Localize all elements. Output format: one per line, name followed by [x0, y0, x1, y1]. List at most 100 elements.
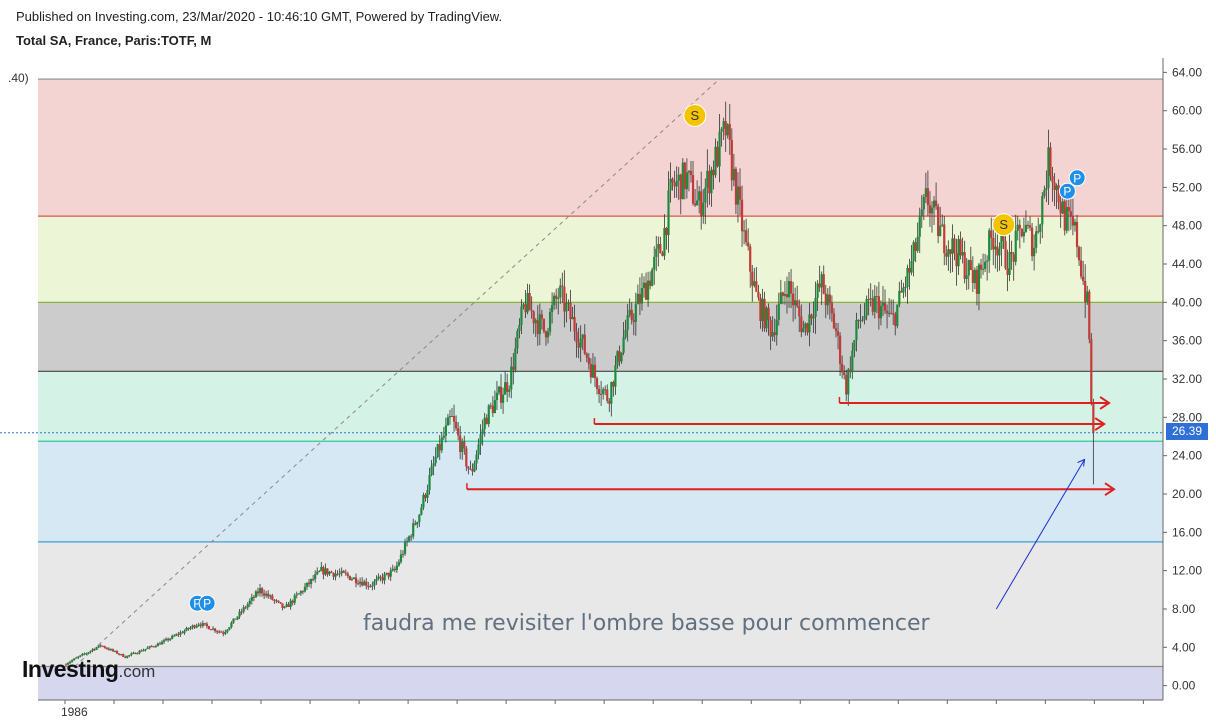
candle-body: [201, 623, 204, 627]
candle-body: [164, 638, 168, 641]
fib-zone: [38, 216, 1163, 303]
candle-body: [71, 660, 74, 662]
candle-body: [408, 536, 411, 541]
candle-body: [638, 293, 642, 304]
candle-body: [209, 629, 213, 631]
candle-body: [965, 275, 968, 279]
candle-body: [663, 227, 666, 256]
candle-body: [273, 599, 276, 601]
price-tick-label: 32.00: [1172, 372, 1202, 386]
candle-body: [589, 363, 593, 378]
candle-body: [720, 128, 723, 132]
candle-body: [183, 630, 186, 634]
candle-body: [126, 655, 129, 658]
candle-body: [471, 469, 474, 472]
candle-body: [91, 649, 94, 651]
candle-body: [738, 186, 742, 200]
candle-body: [275, 600, 278, 602]
logo-brand: Investing: [22, 656, 119, 682]
candle-body: [248, 600, 251, 605]
candle-body: [926, 188, 930, 206]
candle-body: [824, 293, 827, 306]
candle-body: [220, 631, 223, 633]
candle-body: [361, 581, 364, 586]
candle-body: [646, 280, 650, 300]
candle-body: [73, 658, 76, 661]
split-marker-icon: [198, 594, 216, 612]
candle-body: [892, 313, 895, 315]
candle-body: [528, 293, 531, 311]
candle-body: [211, 628, 215, 630]
price-tick-label: 28.00: [1172, 410, 1202, 424]
candle-body: [614, 365, 617, 387]
candle-body: [677, 174, 680, 181]
candle-body: [109, 649, 113, 651]
candle-body: [834, 328, 838, 332]
candle-body: [450, 416, 454, 418]
candle-body: [673, 182, 676, 187]
candle-body: [1088, 291, 1091, 340]
candle-body: [540, 314, 543, 319]
candle-body: [140, 650, 143, 652]
candle-body: [281, 603, 284, 608]
candle-body: [373, 581, 376, 586]
candle-body: [1016, 224, 1019, 231]
candle-body: [879, 305, 883, 319]
candle-body: [669, 178, 672, 191]
candle-body: [736, 186, 740, 205]
candle-body: [395, 565, 398, 571]
fib-zone: [38, 302, 1163, 372]
candle-body: [581, 334, 584, 339]
candle-body: [269, 595, 272, 597]
candle-body: [1030, 227, 1034, 257]
candle-body: [132, 652, 135, 654]
time-axis: 1986: [38, 699, 1163, 719]
candle-body: [252, 597, 255, 599]
candle-body: [1090, 339, 1093, 403]
candle-body: [745, 230, 748, 243]
candle-body: [77, 656, 80, 658]
candle-body: [986, 260, 989, 262]
candle-body: [154, 646, 157, 648]
candle-body: [794, 300, 797, 306]
candle-body: [804, 323, 807, 329]
candle-body: [189, 627, 192, 629]
candle-body: [542, 318, 546, 332]
candle-body: [307, 582, 311, 585]
candle-body: [875, 296, 878, 298]
candle-body: [708, 170, 711, 194]
candle-body: [751, 271, 754, 286]
candle-body: [939, 225, 942, 237]
candle-body: [704, 187, 707, 203]
candle-body: [277, 600, 280, 602]
fib-trendline-line: [74, 78, 720, 667]
candle-body: [538, 314, 541, 335]
candle-body: [303, 586, 307, 592]
candle-body: [722, 121, 725, 129]
candle-body: [859, 320, 862, 322]
candle-body: [430, 466, 433, 476]
candle-body: [812, 316, 815, 319]
candle-body: [309, 578, 313, 585]
candle-body: [160, 641, 164, 645]
candle-body: [369, 586, 372, 588]
symbol-title: Total SA, France, Paris:TOTF, M: [16, 33, 212, 48]
candle-body: [961, 252, 964, 256]
candle-body: [781, 292, 784, 296]
candle-body: [945, 253, 948, 257]
candle-body: [575, 331, 578, 343]
price-tick-label: 60.00: [1172, 104, 1202, 118]
candle-body: [618, 351, 621, 362]
candle-body: [510, 366, 513, 390]
price-tick-label: 24.00: [1172, 449, 1202, 463]
candle-body: [299, 591, 302, 594]
candle-body: [167, 638, 170, 641]
price-axis: 64.00 60.00 56.00 52.00 48.00 44.00 40.00 36.00…: [1162, 58, 1202, 700]
candle-body: [295, 594, 298, 596]
candle-body: [346, 573, 349, 576]
candle-body: [440, 437, 443, 451]
candle-body: [857, 319, 860, 322]
candle-body: [865, 298, 868, 316]
candle-body: [477, 444, 480, 455]
